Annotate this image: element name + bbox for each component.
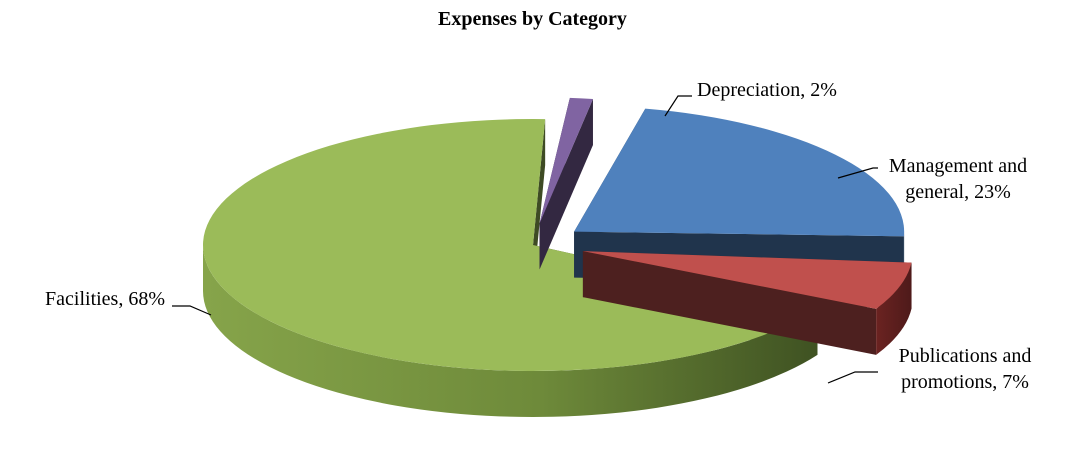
pie-slice-depreciation-2 [539, 97, 593, 270]
leader-line-facilities-68 [172, 305, 212, 316]
leader-line-publications-and-promotions-7 [827, 371, 878, 384]
data-label-publications-and-promotions-7: Publications and promotions, 7% [899, 345, 1032, 393]
leader-line-depreciation-2 [664, 95, 692, 117]
pie-slice-publications-and-promotions-7 [582, 251, 912, 355]
chart-title: Expenses by Category [438, 8, 627, 30]
data-label-management-and-general-23: Management and general, 23% [889, 155, 1027, 203]
leader-line-management-and-general-23 [837, 167, 878, 179]
data-label-facilities-68: Facilities, 68% [45, 288, 165, 310]
data-label-depreciation-2: Depreciation, 2% [697, 79, 837, 101]
